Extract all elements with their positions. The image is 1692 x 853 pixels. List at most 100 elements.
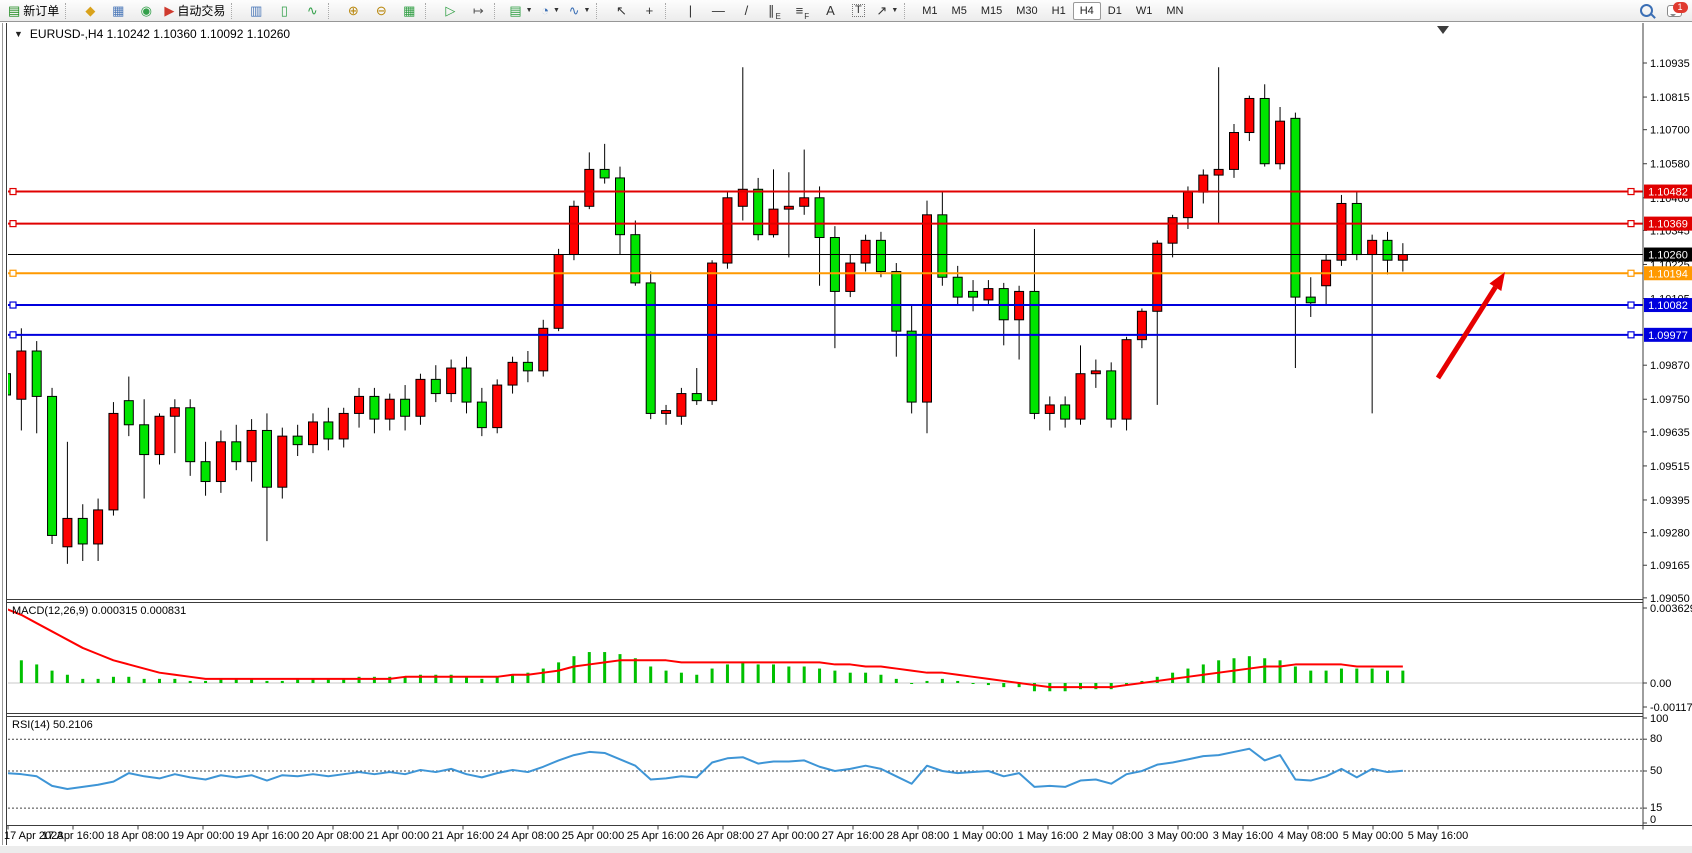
macd-hist-bar: [649, 666, 653, 683]
timeframe-button-h1[interactable]: H1: [1051, 4, 1066, 17]
macd-hist-bar: [219, 678, 223, 683]
auto-scroll-button[interactable]: ▷: [436, 0, 464, 22]
arrows-button[interactable]: ↗ ▼: [872, 0, 902, 22]
annotation-arrow-shaft[interactable]: [1435, 285, 1498, 380]
svg-text:27 Apr 00:00: 27 Apr 00:00: [757, 830, 819, 842]
line-chart-mode-button[interactable]: ∿: [298, 0, 326, 22]
candlestick-mode-button[interactable]: ▯: [270, 0, 298, 22]
price-badge: [1644, 216, 1692, 231]
candle-body: [829, 237, 840, 292]
svg-text:1.10260: 1.10260: [1648, 250, 1688, 262]
timeframe-button-w1[interactable]: W1: [1135, 4, 1153, 17]
timeframe-button-m30[interactable]: M30: [1016, 4, 1038, 17]
horizontal-line-button[interactable]: —: [704, 0, 732, 22]
new-order-button[interactable]: ▤ 新订单: [4, 0, 63, 22]
navigator-button[interactable]: ◉: [132, 0, 160, 22]
candle-body: [799, 197, 810, 207]
line-drag-handle[interactable]: [1627, 269, 1635, 277]
svg-text:20 Apr 08:00: 20 Apr 08:00: [302, 830, 364, 842]
candle-body: [169, 407, 180, 417]
candle-body: [277, 435, 288, 488]
text-button[interactable]: A: [816, 0, 844, 22]
line-drag-handle[interactable]: [9, 187, 17, 196]
macd-hist-bar: [1125, 683, 1129, 686]
candle-body: [507, 361, 518, 386]
line-drag-handle[interactable]: [1627, 301, 1635, 309]
svg-text:24 Apr 08:00: 24 Apr 08:00: [497, 830, 559, 842]
annotation-arrow-head[interactable]: [1489, 272, 1505, 291]
line-drag-handle[interactable]: [1627, 331, 1635, 339]
candle-body: [1136, 310, 1147, 341]
candle-body: [615, 177, 625, 236]
svg-text:1.09870: 1.09870: [1650, 360, 1690, 372]
bar-chart-mode-button[interactable]: ▥: [242, 0, 270, 22]
svg-text:5 May 00:00: 5 May 00:00: [1343, 830, 1404, 842]
profiles-button[interactable]: ◔ ▼: [537, 0, 565, 22]
macd-hist-bar: [495, 676, 499, 683]
candle-body: [860, 239, 871, 264]
zoom-out-button[interactable]: ⊖: [367, 0, 395, 22]
market-watch-button[interactable]: ◆: [76, 0, 104, 22]
indicators-button[interactable]: ∿ ▼: [565, 0, 595, 22]
macd-hist-bar: [971, 683, 975, 684]
macd-hist-bar: [802, 666, 806, 683]
profiles-icon: ◔: [541, 3, 550, 18]
timeframe-button-m1[interactable]: M1: [922, 4, 938, 17]
candle-body: [722, 197, 733, 264]
svg-text:4 May 08:00: 4 May 08:00: [1278, 830, 1339, 842]
tile-windows-button[interactable]: ▦: [395, 0, 423, 22]
autotrading-button[interactable]: ▶ 自动交易: [160, 0, 229, 22]
timeframe-button-d1[interactable]: D1: [1107, 4, 1122, 17]
toolbar-separator: [65, 2, 72, 19]
macd-hist-bar: [1339, 668, 1343, 683]
crosshair-button[interactable]: +: [635, 0, 663, 22]
new-chart-button[interactable]: ▤ ▼: [505, 0, 536, 22]
svg-text:19 Apr 16:00: 19 Apr 16:00: [237, 830, 299, 842]
line-drag-handle[interactable]: [9, 269, 17, 277]
macd-hist-bar: [1217, 660, 1221, 683]
macd-hist-bar: [81, 678, 85, 683]
timeframe-button-m15[interactable]: M15: [980, 4, 1003, 17]
chat-button[interactable]: 1: [1660, 0, 1688, 22]
candle-body: [185, 407, 196, 463]
search-icon: [1639, 4, 1653, 17]
cursor-button[interactable]: ↖: [607, 0, 635, 22]
macd-hist-bar: [1094, 683, 1098, 690]
macd-hist-bar: [388, 676, 392, 683]
fibonacci-button[interactable]: ≡ F: [788, 0, 816, 22]
candle-body: [8, 373, 11, 396]
candle-body: [1060, 404, 1071, 420]
timeframe-button-mn[interactable]: MN: [1166, 4, 1184, 17]
candle-body: [1167, 217, 1178, 244]
vertical-line-button[interactable]: |: [676, 0, 704, 22]
toolbar-separator: [494, 2, 501, 19]
chart-shift-button[interactable]: ↦: [464, 0, 492, 22]
timeframe-button-h4[interactable]: H4: [1072, 1, 1101, 20]
line-drag-handle[interactable]: [9, 220, 17, 228]
text-label-button[interactable]: T: [844, 0, 872, 22]
macd-hist-bar: [587, 652, 591, 683]
equidistant-channel-button[interactable]: ∥ E: [760, 0, 788, 22]
search-button[interactable]: [1632, 0, 1660, 22]
line-drag-handle[interactable]: [9, 331, 17, 339]
macd-hist-bar: [557, 662, 561, 683]
chart-shift-marker[interactable]: [1437, 26, 1449, 34]
icon-sub-letter: F: [804, 11, 810, 21]
zoom-in-button[interactable]: ⊕: [339, 0, 367, 22]
line-drag-handle[interactable]: [9, 301, 17, 309]
chart-collapse-caret[interactable]: ▼: [14, 29, 23, 39]
macd-hist-bar: [1201, 664, 1205, 683]
line-drag-handle[interactable]: [1627, 220, 1635, 228]
data-window-button[interactable]: ▦: [104, 0, 132, 22]
candle-body: [1351, 202, 1362, 256]
macd-hist-bar: [342, 678, 346, 683]
candle-body: [77, 517, 88, 545]
candle-body: [108, 412, 119, 511]
timeframe-button-m5[interactable]: M5: [951, 4, 967, 17]
candle-body: [937, 214, 948, 278]
trendline-button[interactable]: /: [732, 0, 760, 22]
line-drag-handle[interactable]: [1627, 187, 1635, 196]
